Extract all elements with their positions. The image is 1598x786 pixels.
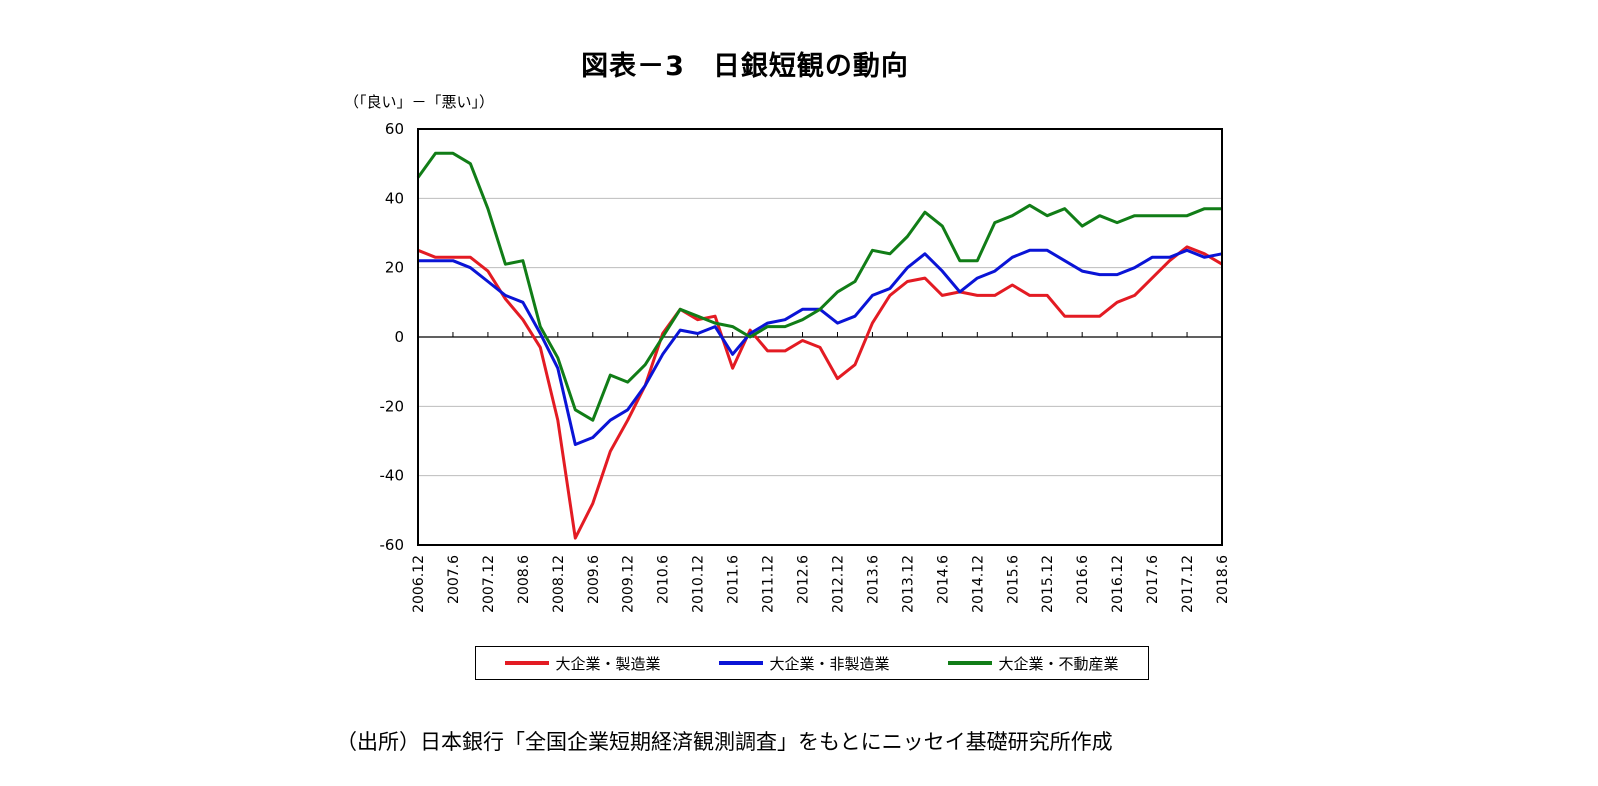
y-tick-label: -60 — [380, 536, 405, 554]
x-tick-label: 2015.6 — [1005, 555, 1021, 604]
y-axis-label: （「良い」－「悪い」） — [344, 93, 495, 111]
source-note: （出所）日本銀行「全国企業短期経済観測調査」をもとにニッセイ基礎研究所作成 — [336, 730, 1113, 754]
x-tick-label: 2015.12 — [1040, 555, 1056, 613]
legend-item-real-estate: 大企業・不動産業 — [948, 653, 1119, 674]
x-tick-label: 2012.6 — [796, 555, 812, 604]
grid-lines — [417, 197, 1223, 477]
legend-swatch-non-manufacturing — [719, 661, 764, 665]
x-tick-label: 2018.6 — [1215, 555, 1231, 604]
legend-label-real-estate: 大企業・不動産業 — [998, 654, 1119, 673]
x-tick-label: 2007.6 — [446, 555, 462, 604]
series-line-0 — [417, 245, 1223, 540]
y-tick-label: -40 — [380, 467, 405, 485]
legend-item-non-manufacturing: 大企業・非製造業 — [719, 653, 890, 674]
y-tick-label: 0 — [394, 328, 404, 346]
chart-title: 図表－3 日銀短観の動向 — [581, 51, 909, 82]
legend-label-manufacturing: 大企業・製造業 — [555, 654, 661, 673]
legend: 大企業・製造業 大企業・非製造業 大企業・不動産業 — [475, 646, 1149, 680]
legend-swatch-manufacturing — [505, 661, 550, 665]
x-tick-label: 2010.6 — [656, 555, 672, 604]
x-tick-labels: 2006.12 2007.6 2007.12 2008.6 2008.12 2009.6 2… — [411, 555, 1231, 613]
x-tick-label: 2010.12 — [691, 555, 707, 613]
x-tick-label: 2013.6 — [865, 555, 881, 604]
x-tick-label: 2007.12 — [481, 555, 497, 613]
x-tick-label: 2017.12 — [1180, 555, 1196, 613]
x-tick-label: 2014.6 — [935, 555, 951, 604]
legend-item-manufacturing: 大企業・製造業 — [505, 653, 661, 674]
y-tick-label: 20 — [385, 259, 404, 277]
plot-frame — [417, 128, 1223, 546]
x-tick-label: 2012.12 — [830, 555, 846, 613]
x-tick-label: 2008.12 — [551, 555, 567, 613]
y-tick-label: 40 — [385, 189, 404, 207]
legend-swatch-real-estate — [948, 661, 993, 665]
y-tick-labels: 60 40 20 0 -20 -40 -60 — [380, 120, 405, 554]
x-tick-label: 2013.12 — [900, 555, 916, 613]
x-tick-label: 2014.12 — [970, 555, 986, 613]
series-line-2 — [416, 151, 1222, 422]
legend-label-non-manufacturing: 大企業・非製造業 — [769, 654, 890, 673]
x-tick-label: 2009.12 — [621, 555, 637, 613]
x-tick-label: 2011.12 — [761, 555, 777, 613]
x-tick-label: 2008.6 — [516, 555, 532, 604]
x-tick-label: 2011.6 — [726, 555, 742, 604]
x-tick-label: 2017.6 — [1145, 555, 1161, 604]
y-tick-label: -20 — [380, 397, 405, 415]
x-tick-label: 2016.6 — [1075, 555, 1091, 604]
x-tick-label: 2009.6 — [586, 555, 602, 604]
x-tick-label: 2006.12 — [411, 555, 427, 613]
x-tick-label: 2016.12 — [1110, 555, 1126, 613]
y-tick-label: 60 — [385, 120, 404, 138]
series-lines — [416, 151, 1223, 540]
